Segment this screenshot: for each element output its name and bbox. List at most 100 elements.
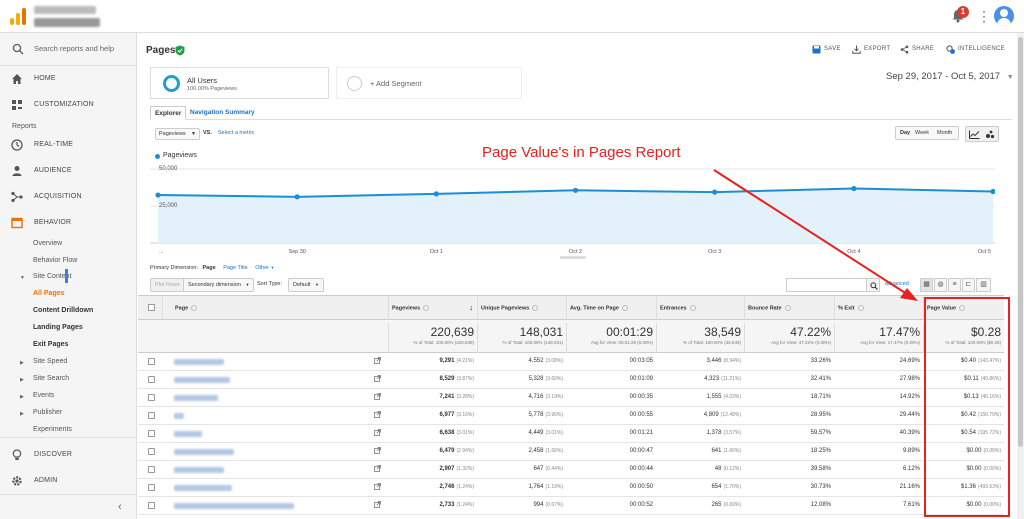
sidebar-sub-landing-pages[interactable]: Landing Pages [33,324,83,331]
row-checkbox[interactable] [148,502,155,509]
sidebar-sub-content-drilldown[interactable]: Content Drilldown [33,307,94,314]
motion-chart-icon[interactable] [985,130,996,139]
pivot-view-icon[interactable]: ▥ [976,278,991,292]
sidebar-sub-site-search[interactable]: Site Search [33,375,70,382]
row-checkbox[interactable] [148,466,155,473]
column-header-page[interactable]: Page [162,296,388,320]
data-point[interactable] [433,191,439,197]
sidebar-item-discover[interactable]: DISCOVER [0,442,137,468]
help-icon[interactable] [784,305,791,311]
data-point[interactable] [294,194,300,200]
sidebar-item-customization[interactable]: CUSTOMIZATION [0,92,137,118]
date-range-picker[interactable]: Sep 29, 2017 - Oct 5, 2017 ▼ [886,71,1014,82]
segment-all-users[interactable]: All Users 100.00% Pageviews [150,67,329,99]
performance-view-icon[interactable]: ≡ [948,278,961,292]
column-header-entrances[interactable]: Entrances [656,296,744,320]
row-checkbox[interactable] [148,448,155,455]
column-header-page-value[interactable]: Page Value [923,296,1004,320]
row-checkbox[interactable] [148,430,155,437]
pie-view-icon[interactable]: ◍ [934,278,947,292]
secondary-dimension-dropdown[interactable]: Secondary dimension ▼ [183,278,255,292]
select-metric-link[interactable]: Select a metric [218,130,255,136]
data-point[interactable] [851,185,857,192]
data-point[interactable] [990,188,995,195]
sidebar-item-admin[interactable]: ADMIN [0,468,137,494]
sidebar-item-realtime[interactable]: REAL-TIME [0,132,137,158]
scrollbar-thumb[interactable] [1018,37,1023,447]
account-name[interactable] [34,6,96,14]
external-link-icon[interactable] [374,447,381,454]
sidebar-item-audience[interactable]: AUDIENCE [0,158,137,184]
sidebar-sub-behavior-flow[interactable]: Behavior Flow [33,257,78,264]
page-path-link[interactable] [174,377,230,383]
analytics-logo-icon[interactable] [8,7,28,27]
external-link-icon[interactable] [374,411,381,418]
external-link-icon[interactable] [374,375,381,382]
expand-triangle-icon[interactable]: ▼ [20,275,25,281]
external-link-icon[interactable] [374,501,381,508]
table-view-icon[interactable]: ▦ [920,278,933,292]
select-all-checkbox[interactable] [148,304,155,311]
month-button[interactable]: Month [937,130,953,136]
sidebar-item-acquisition[interactable]: ACQUISITION [0,184,137,210]
row-checkbox[interactable] [148,376,155,383]
sidebar-item-behavior[interactable]: BEHAVIOR [0,210,137,236]
dimension-page-title[interactable]: Page Title [223,265,248,271]
chart-resize-handle[interactable] [560,256,586,259]
sidebar-sub-exit-pages[interactable]: Exit Pages [33,341,69,348]
help-icon[interactable] [857,305,864,311]
sort-type-dropdown[interactable]: Default ▼ [288,278,324,292]
page-path-link[interactable] [174,431,202,437]
user-avatar[interactable] [994,6,1014,26]
help-icon[interactable] [621,305,628,311]
pageviews-chart[interactable]: 50,000 25,000... Sep 30 Oct 1 Oct 2 Oct 3 Oct … [150,159,995,265]
row-checkbox[interactable] [148,358,155,365]
dimension-page[interactable]: Page [202,265,216,271]
add-segment-button[interactable]: + Add Segment [336,67,522,99]
expand-triangle-icon[interactable]: ▶ [20,411,24,417]
help-icon[interactable] [191,305,198,311]
sidebar-sub-overview[interactable]: Overview [33,240,63,247]
sidebar-sub-site-content[interactable]: Site Content [33,273,72,280]
external-link-icon[interactable] [374,483,381,490]
page-path-link[interactable] [174,503,294,509]
table-search-button[interactable] [866,278,880,292]
page-scrollbar[interactable] [1017,33,1024,519]
data-point[interactable] [572,187,579,193]
data-point[interactable] [712,189,718,195]
expand-triangle-icon[interactable]: ▶ [20,360,24,366]
help-icon[interactable] [959,305,966,311]
page-path-link[interactable] [174,395,218,401]
row-checkbox[interactable] [148,394,155,401]
external-link-icon[interactable] [374,357,381,364]
page-path-link[interactable] [174,467,224,473]
week-button[interactable]: Week [915,130,929,136]
page-path-link[interactable] [174,485,232,491]
sidebar-sub-publisher[interactable]: Publisher [33,409,63,416]
tab-explorer[interactable]: Explorer [150,106,187,120]
page-path-link[interactable] [174,359,224,365]
tab-navigation-summary[interactable]: Navigation Summary [190,109,255,116]
advanced-filter-link[interactable]: advanced [885,281,909,287]
sidebar-sub-experiments[interactable]: Experiments [33,426,72,433]
column-header-unique-pageviews[interactable]: Unique Pageviews [477,296,566,320]
external-link-icon[interactable] [374,465,381,472]
sidebar-item-home[interactable]: HOME [0,66,137,92]
row-checkbox[interactable] [148,412,155,419]
expand-triangle-icon[interactable]: ▶ [20,394,24,400]
chart-type-toggle[interactable] [965,126,999,142]
page-path-link[interactable] [174,413,184,419]
help-icon[interactable] [423,305,430,311]
sidebar-search[interactable]: Search reports and help [0,33,137,66]
page-path-link[interactable] [174,449,234,455]
data-point[interactable] [155,192,161,198]
column-header-avg-time[interactable]: Avg. Time on Page [566,296,656,320]
metric-selector[interactable]: Pageviews ▼ [155,128,200,140]
property-name[interactable] [34,18,100,27]
sidebar-sub-all-pages[interactable]: All Pages [33,290,65,297]
column-header-exit[interactable]: % Exit [834,296,923,320]
column-header-bounce-rate[interactable]: Bounce Rate [744,296,834,320]
column-header-pageviews[interactable]: Pageviews ↓ [388,296,477,320]
collapse-sidebar-button[interactable]: ‹ [0,494,137,519]
table-search-input[interactable] [786,278,876,292]
